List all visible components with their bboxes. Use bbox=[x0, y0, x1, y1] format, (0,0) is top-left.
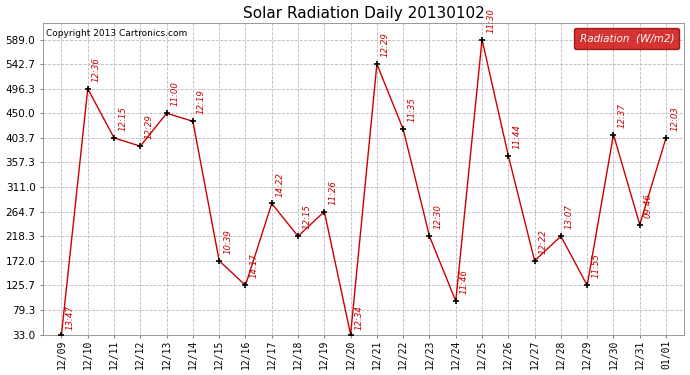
Text: 13:07: 13:07 bbox=[565, 204, 574, 229]
Text: 14:22: 14:22 bbox=[276, 172, 285, 196]
Text: 12:22: 12:22 bbox=[539, 229, 548, 254]
Text: 12:30: 12:30 bbox=[433, 204, 443, 229]
Text: 12:29: 12:29 bbox=[144, 114, 153, 139]
Text: 09:46: 09:46 bbox=[644, 193, 653, 218]
Text: 13:47: 13:47 bbox=[66, 306, 75, 330]
Text: 14:17: 14:17 bbox=[250, 254, 259, 278]
Text: 12:29: 12:29 bbox=[381, 32, 390, 57]
Text: 12:34: 12:34 bbox=[355, 306, 364, 330]
Text: 12:19: 12:19 bbox=[197, 89, 206, 114]
Text: 12:15: 12:15 bbox=[118, 106, 127, 131]
Legend: Radiation  (W/m2): Radiation (W/m2) bbox=[574, 28, 679, 49]
Text: 11:30: 11:30 bbox=[486, 8, 495, 33]
Text: 12:15: 12:15 bbox=[302, 204, 311, 229]
Text: 12:03: 12:03 bbox=[670, 106, 679, 131]
Text: 11:55: 11:55 bbox=[591, 254, 600, 278]
Text: 11:46: 11:46 bbox=[460, 269, 469, 294]
Text: 10:39: 10:39 bbox=[224, 229, 233, 254]
Title: Solar Radiation Daily 20130102: Solar Radiation Daily 20130102 bbox=[243, 6, 484, 21]
Text: 11:44: 11:44 bbox=[513, 124, 522, 149]
Text: 11:00: 11:00 bbox=[171, 81, 180, 106]
Text: 12:37: 12:37 bbox=[618, 103, 627, 128]
Text: 11:35: 11:35 bbox=[407, 98, 416, 122]
Text: Copyright 2013 Cartronics.com: Copyright 2013 Cartronics.com bbox=[46, 29, 188, 38]
Text: 11:26: 11:26 bbox=[328, 180, 337, 205]
Text: 12:36: 12:36 bbox=[92, 57, 101, 82]
